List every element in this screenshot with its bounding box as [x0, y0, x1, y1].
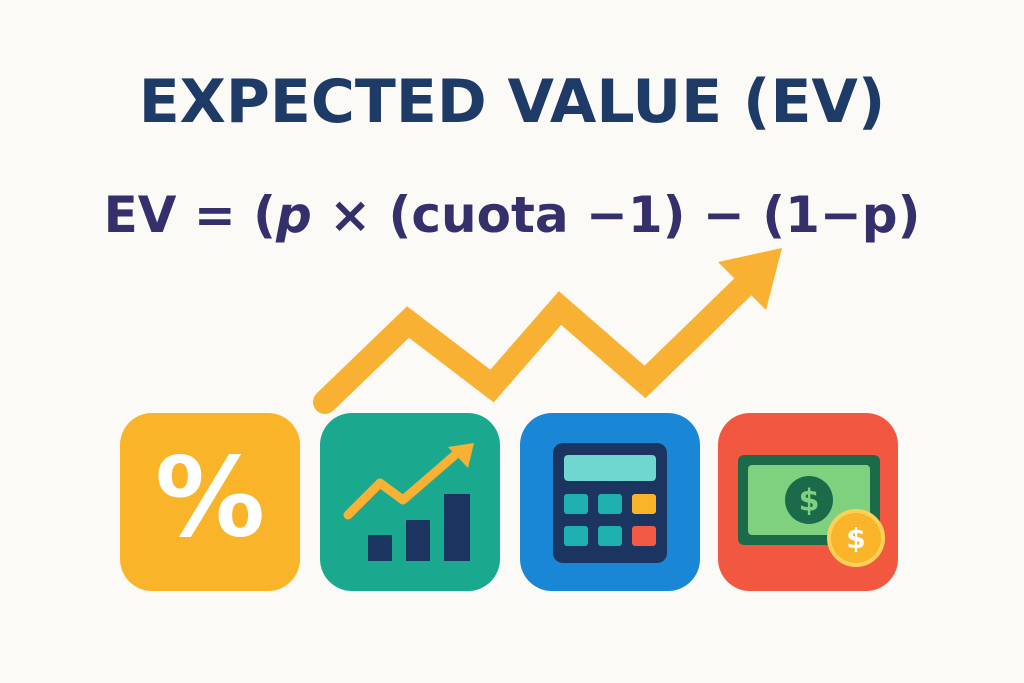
chart-bar: [406, 520, 430, 561]
coin-symbol: $: [846, 522, 865, 555]
calculator-keys: [564, 494, 656, 546]
chart-trend: [343, 450, 460, 520]
chart-bar: [444, 494, 470, 561]
formula-part: × (cuota −1) − (1−p): [312, 186, 921, 244]
title: EXPECTED VALUE (EV): [139, 67, 886, 137]
formula-part: EV = (: [104, 186, 276, 244]
formula-part: p: [275, 186, 312, 244]
arrow-head: [718, 248, 782, 310]
bill-symbol: $: [799, 484, 820, 519]
calculator-screen: [564, 455, 656, 481]
formula: EV = (p × (cuota −1) − (1−p): [104, 186, 921, 244]
bill-circle: [785, 476, 833, 524]
percent-icon: [120, 413, 300, 591]
chart-icon: [320, 413, 500, 591]
chart-arrow-head: [448, 443, 474, 468]
trend-arrow: [313, 266, 764, 414]
percent-symbol: %: [155, 433, 265, 561]
chart-bar: [368, 535, 392, 561]
coin: [827, 509, 885, 567]
